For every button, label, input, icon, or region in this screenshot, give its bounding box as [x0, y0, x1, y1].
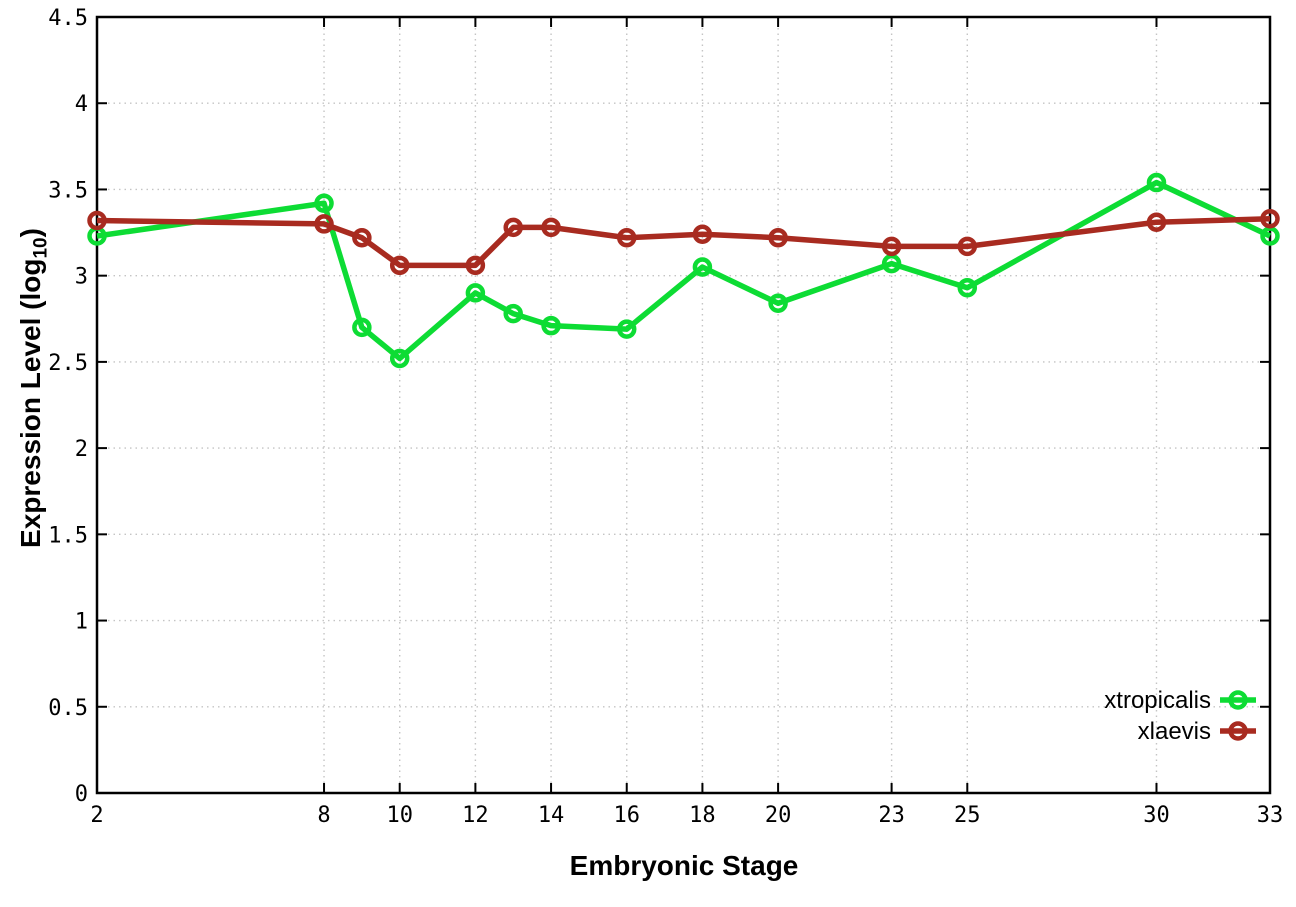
data-point-xtropicalis-stage-18: [692, 257, 713, 277]
x-tick-label-33: 33: [1257, 803, 1284, 828]
data-point-xlaevis-stage-2: [87, 210, 107, 231]
series-line-xlaevis: [96, 216, 1271, 269]
data-point-xlaevis-stage-13: [503, 217, 523, 238]
y-tick-label-4: 4: [75, 92, 88, 117]
y-tick-label-3: 3: [75, 265, 88, 290]
plot-border: [95, 15, 1272, 795]
data-point-xtropicalis-stage-30: [1146, 172, 1167, 193]
y-tick-label-0.5: 0.5: [48, 696, 88, 721]
data-point-xlaevis-stage-12: [465, 255, 486, 276]
y-tick-label-2: 2: [75, 437, 88, 462]
data-point-xlaevis-stage-10: [389, 255, 410, 276]
data-point-xtropicalis-stage-9: [352, 317, 372, 338]
y-tick-label-0: 0: [75, 782, 88, 807]
x-tick-label-10: 10: [386, 803, 413, 828]
data-point-xtropicalis-stage-8: [314, 193, 334, 213]
x-tick-label-30: 30: [1143, 803, 1170, 828]
y-tick-label-1.5: 1.5: [48, 523, 88, 548]
x-tick-label-23: 23: [878, 803, 905, 828]
y-axis-title-subscript: 10: [30, 237, 52, 259]
x-tick-label-8: 8: [317, 803, 330, 828]
data-point-xlaevis-stage-18: [692, 224, 713, 245]
x-tick-label-2: 2: [90, 803, 103, 828]
legend-marker-xtropicalis: [1228, 690, 1248, 710]
x-tick-label-12: 12: [462, 803, 489, 828]
y-tick-label-2.5: 2.5: [48, 351, 88, 376]
legend-label-xtropicalis: xtropicalis: [1104, 687, 1211, 714]
data-point-xlaevis-stage-16: [616, 227, 637, 248]
data-point-xlaevis-stage-23: [881, 236, 902, 257]
y-axis-title-close: ): [15, 228, 47, 238]
data-point-xlaevis-stage-25: [957, 236, 978, 257]
data-point-xtropicalis-stage-14: [541, 315, 561, 336]
data-point-xlaevis-stage-8: [314, 214, 334, 234]
y-axis-title-text: Expression Level (log: [15, 258, 47, 548]
data-point-xlaevis-stage-9: [352, 227, 372, 248]
data-point-xtropicalis-stage-12: [465, 283, 486, 303]
data-point-xtropicalis-stage-16: [616, 319, 637, 339]
x-axis-title-text: Embryonic Stage: [569, 850, 799, 881]
data-point-xtropicalis-stage-13: [503, 303, 523, 324]
data-point-xlaevis-stage-20: [768, 227, 788, 248]
series-line-xtropicalis: [96, 179, 1272, 362]
data-point-xlaevis-stage-33: [1260, 209, 1280, 229]
legend-label-xlaevis: xlaevis: [1138, 718, 1211, 745]
x-tick-label-20: 20: [765, 803, 792, 828]
y-tick-label-4.5: 4.5: [48, 6, 88, 31]
y-tick-label-1: 1: [75, 610, 88, 635]
x-tick-label-14: 14: [538, 803, 565, 828]
legend-marker-xlaevis: [1228, 721, 1248, 741]
data-point-xtropicalis-stage-25: [957, 277, 978, 298]
y-tick-label-3.5: 3.5: [48, 178, 88, 203]
data-point-xtropicalis-stage-20: [768, 293, 788, 314]
data-point-xlaevis-stage-14: [541, 217, 561, 238]
data-point-xlaevis-stage-30: [1146, 212, 1167, 232]
x-tick-label-16: 16: [613, 803, 640, 828]
x-tick-label-25: 25: [954, 803, 981, 828]
x-tick-label-18: 18: [689, 803, 716, 828]
data-point-xtropicalis-stage-10: [389, 348, 410, 369]
